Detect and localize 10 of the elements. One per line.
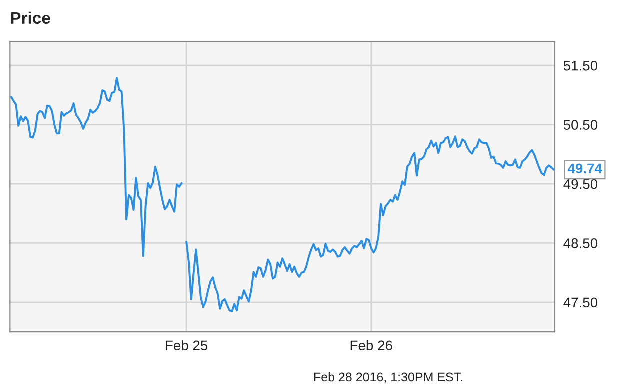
chart-title: Price xyxy=(11,12,50,24)
y-tick-label: 51.50 xyxy=(564,60,598,71)
x-tick-label: Feb 26 xyxy=(350,340,392,351)
text: Feb 28 2016, 1:30PM EST. xyxy=(314,372,462,384)
y-tick-label: 49.50 xyxy=(564,179,598,190)
text: 49.74 xyxy=(568,164,602,174)
y-tick-label: 48.50 xyxy=(564,238,598,248)
y-tick-label: 47.50 xyxy=(564,298,598,308)
y-tick-label: 50.50 xyxy=(564,120,598,130)
x-tick-label: Feb 25 xyxy=(166,340,208,351)
